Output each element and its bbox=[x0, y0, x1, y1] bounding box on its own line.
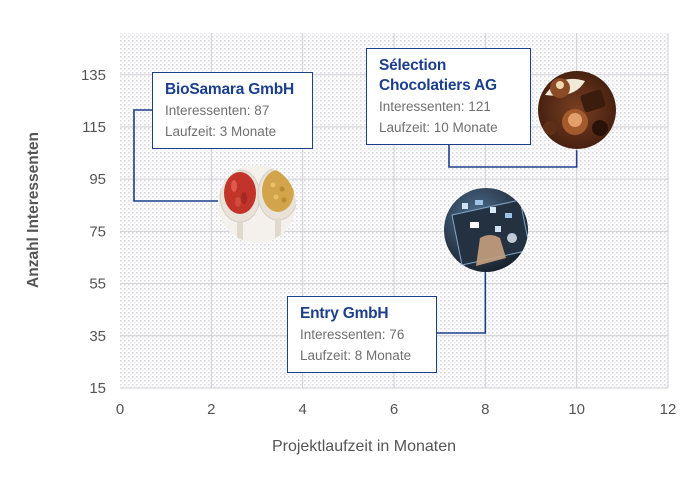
callout-connectors bbox=[133, 109, 578, 334]
connector-biosamara bbox=[133, 109, 218, 202]
callout-title-line1: Sélection bbox=[379, 57, 447, 74]
callout-laufzeit: Laufzeit: 10 Monate bbox=[379, 120, 498, 135]
callout-biosamara[interactable]: BioSamara GmbH Interessenten: 87 Laufzei… bbox=[152, 72, 313, 149]
callout-entry-gmbh[interactable]: Entry GmbH Interessenten: 76 Laufzeit: 8… bbox=[287, 296, 437, 373]
callout-interessenten: Interessenten: 76 bbox=[300, 327, 405, 342]
x-tick-label: 12 bbox=[660, 401, 677, 418]
x-axis-label: Projektlaufzeit in Monaten bbox=[272, 438, 456, 455]
superfood-spoons-icon bbox=[218, 165, 296, 243]
callout-laufzeit: Laufzeit: 3 Monate bbox=[165, 124, 277, 139]
y-tick-label: 55 bbox=[89, 276, 106, 293]
x-tick-label: 2 bbox=[207, 401, 215, 418]
x-tick-label: 0 bbox=[116, 401, 124, 418]
callout-interessenten: Interessenten: 87 bbox=[165, 103, 270, 118]
point-entry-gmbh[interactable] bbox=[442, 186, 530, 274]
callout-title-line2: Chocolatiers AG bbox=[379, 77, 497, 94]
callout-laufzeit: Laufzeit: 8 Monate bbox=[300, 348, 412, 363]
x-tick-label: 4 bbox=[298, 401, 306, 418]
connector-entry-gmbh bbox=[437, 270, 487, 334]
callout-title: Entry GmbH bbox=[300, 305, 389, 322]
x-tick-label: 6 bbox=[390, 401, 398, 418]
chocolate-pralines-icon bbox=[538, 71, 616, 149]
y-tick-label: 15 bbox=[89, 380, 106, 397]
callout-interessenten: Interessenten: 121 bbox=[379, 99, 491, 114]
y-tick-label: 95 bbox=[89, 171, 106, 188]
y-tick-label: 135 bbox=[81, 67, 106, 84]
callout-title: BioSamara GmbH bbox=[165, 81, 294, 98]
point-biosamara[interactable] bbox=[216, 163, 298, 246]
y-tick-label: 75 bbox=[89, 223, 106, 240]
y-tick-label: 115 bbox=[82, 119, 106, 136]
y-tick-label: 35 bbox=[89, 328, 106, 345]
tick-labels: 0 2 4 6 8 10 12 15 35 55 75 95 115 135 bbox=[81, 67, 676, 418]
connector-selection-chocolatiers bbox=[448, 145, 578, 168]
point-selection-chocolatiers[interactable] bbox=[536, 69, 618, 151]
callout-selection-chocolatiers[interactable]: Sélection Chocolatiers AG Interessenten:… bbox=[366, 48, 531, 145]
x-tick-label: 10 bbox=[568, 401, 585, 418]
digital-tablet-icon bbox=[444, 188, 528, 272]
y-axis-label: Anzahl Interessenten bbox=[25, 132, 42, 288]
x-tick-label: 8 bbox=[481, 401, 489, 418]
